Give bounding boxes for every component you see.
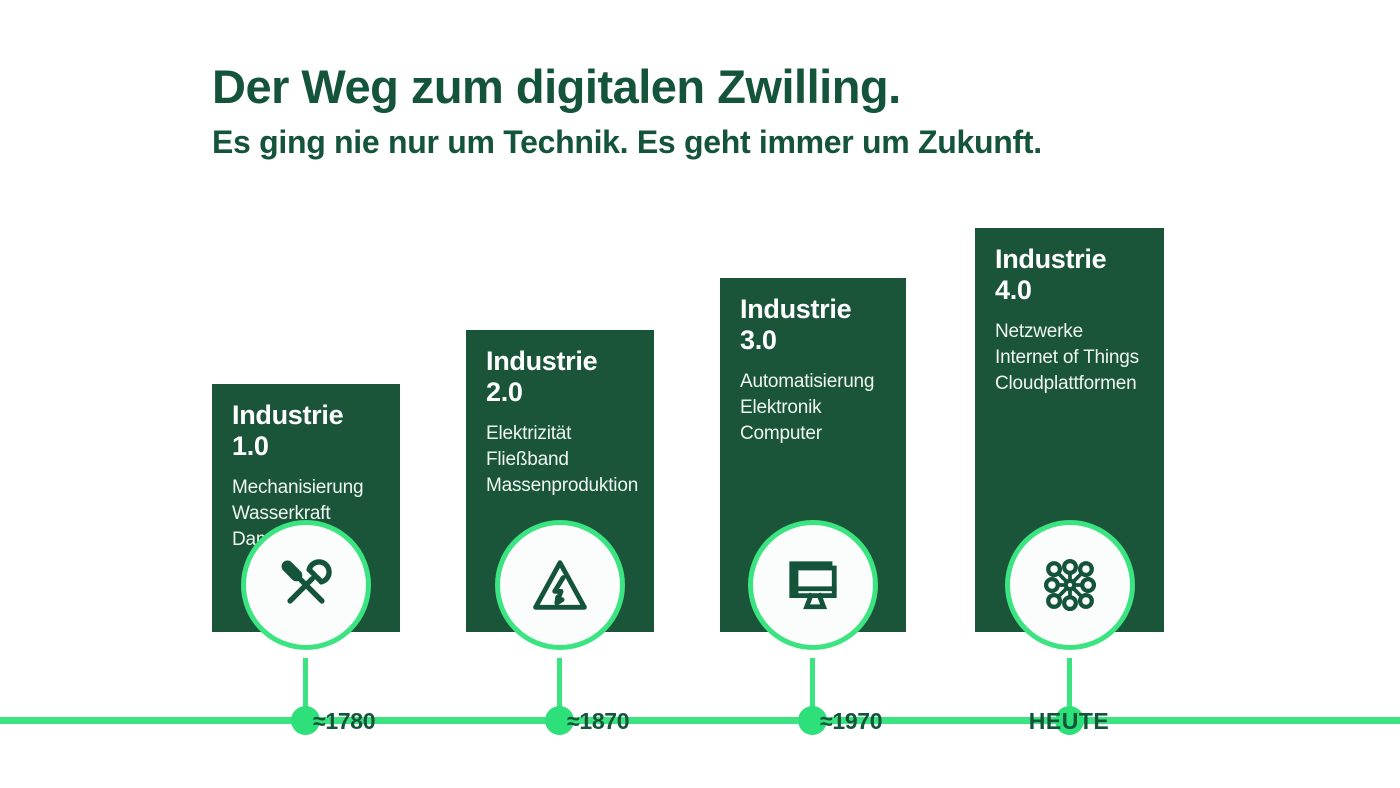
stage-feature: Netzwerke (995, 321, 1083, 342)
stage-industrie-4: Industrie 4.0 Netzwerke Internet of Thin… (975, 228, 1164, 650)
stage-title: Industrie 1.0 (232, 400, 344, 461)
timeline-connector (303, 658, 308, 718)
page-subtitle: Es ging nie nur um Technik. Es geht imme… (212, 124, 1042, 161)
high-voltage-icon (495, 520, 625, 650)
computer-monitor-icon (748, 520, 878, 650)
stage-industrie-1: Industrie 1.0 Mechanisierung Wasserkraft… (212, 384, 400, 650)
stage-feature: Mechanisierung (232, 477, 364, 498)
stage-feature: Cloudplattformen (995, 373, 1137, 394)
timeline-connector (1067, 658, 1072, 718)
stage-feature: Massenproduktion (486, 475, 639, 496)
timeline-dot (798, 706, 827, 735)
timeline-label: ≈1870 (567, 708, 630, 734)
stage-feature: Automatisierung (740, 371, 875, 392)
timeline-label: ≈1780 (313, 708, 376, 734)
stage-feature: Wasserkraft (232, 503, 331, 524)
timeline-line (0, 717, 1400, 724)
timeline-dot (1055, 706, 1084, 735)
network-hub-icon (1004, 520, 1135, 650)
timeline-connector (557, 658, 562, 718)
timeline-dot (545, 706, 574, 735)
stage-title: Industrie 4.0 (995, 244, 1107, 305)
stage-feature: Internet of Things (995, 347, 1139, 368)
stage-title: Industrie 3.0 (740, 294, 852, 355)
timeline-label: HEUTE (1028, 708, 1110, 734)
stage-feature: Elektronik (740, 397, 822, 418)
page-title: Der Weg zum digitalen Zwilling. (212, 60, 901, 113)
stage-feature: Fließband (486, 449, 569, 470)
header: Der Weg zum digitalen Zwilling. Es ging … (212, 62, 1042, 161)
stage-feature: Elektrizität (486, 423, 572, 444)
timeline-connector (810, 658, 815, 718)
stage-industrie-3: Industrie 3.0 Automatisierung Elektronik… (720, 278, 906, 650)
crossed-tools-icon (241, 520, 371, 650)
timeline-label: ≈1970 (820, 708, 883, 734)
stage-industrie-2: Industrie 2.0 Elektrizität Fließband Mas… (466, 330, 654, 650)
stage-feature: Computer (740, 423, 822, 444)
stage-title: Industrie 2.0 (486, 346, 598, 407)
timeline-dot (291, 706, 320, 735)
